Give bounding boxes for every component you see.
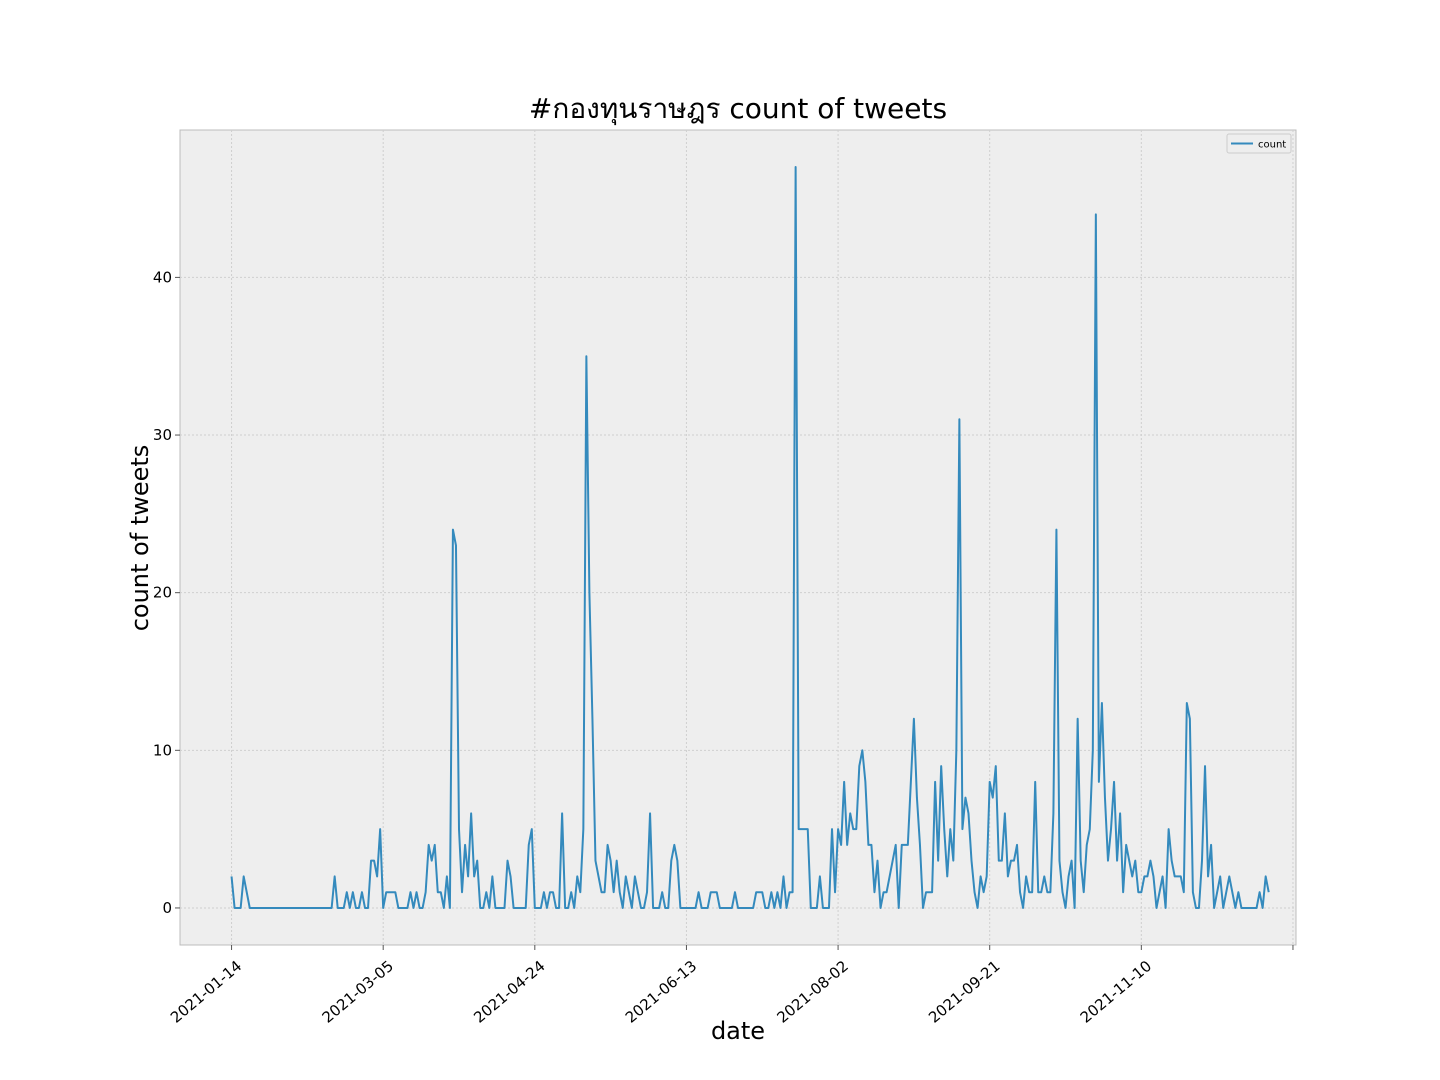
y-tick-label: 40 (153, 268, 172, 286)
y-tick-label: 20 (153, 584, 172, 602)
series-line-count (230, 166, 1270, 909)
legend-entry-count: count (1258, 140, 1286, 151)
y-tick-label: 10 (153, 741, 172, 759)
plot-area (179, 129, 1297, 946)
series-layer (230, 166, 1270, 909)
y-axis-label: count of tweets (126, 445, 154, 632)
y-tick-label: 30 (153, 426, 172, 444)
legend: count (1226, 133, 1292, 154)
y-tick-label: 0 (162, 899, 172, 917)
x-axis-label: date (711, 1017, 765, 1045)
chart-title: #กองทุนราษฎร count of tweets (529, 92, 947, 126)
legend-box (1226, 133, 1292, 154)
